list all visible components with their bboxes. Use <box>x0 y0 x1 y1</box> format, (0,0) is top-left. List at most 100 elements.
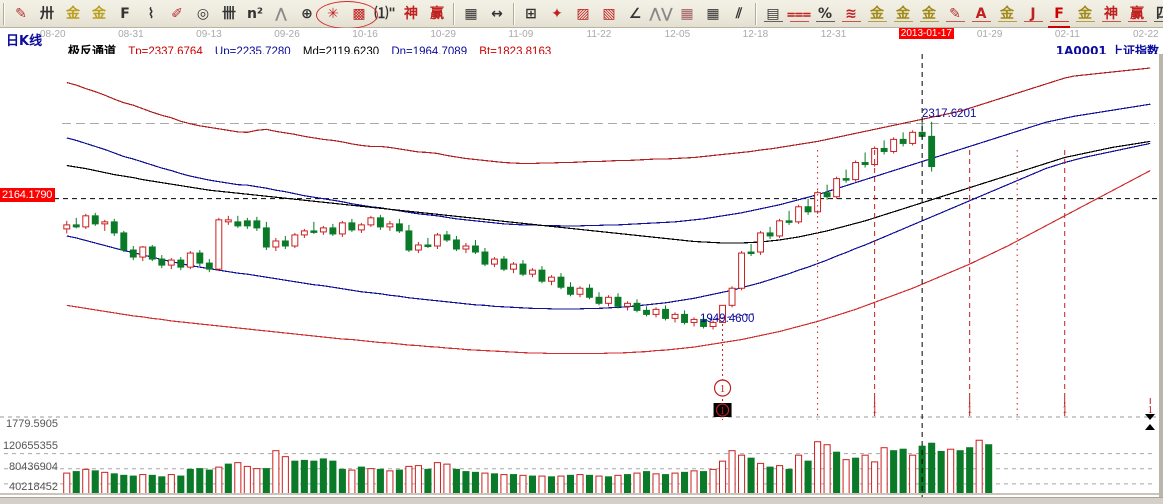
gold-fork2-icon[interactable]: 金 <box>86 2 112 26</box>
fan-red-icon[interactable]: ✦ <box>544 2 570 26</box>
box-shade-icon[interactable]: ▧ <box>596 2 622 26</box>
gold-line2-icon[interactable]: 金 <box>1072 2 1098 26</box>
circle-grid-icon[interactable]: ◎ <box>190 2 216 26</box>
price-chart-pane[interactable]: 1 1 1 1 1 1 <box>0 54 1163 432</box>
gold-line2-glyph: 金 <box>1078 5 1092 22</box>
ledger-icon[interactable]: ▤ <box>760 2 786 26</box>
main-toolbar: ✎ 卅金金 F ⌇ ✐ ◎ 卌 n² ⋀ ⊕ ✳ ▩ ⑴" 神赢 ▦ ↔ ⊞ ✦ ▨ ▧ ∠ ⋀⋁ ▦ ▦ ⫽ ▤ ⩶% ≋ 金金金 ✎ A… <box>0 0 1163 29</box>
svg-text:1: 1 <box>720 406 725 417</box>
icon-underline <box>1024 20 1043 22</box>
parallel-glyph: ⫽ <box>735 5 743 22</box>
date-label: 11-09 <box>508 29 534 40</box>
date-label: 12-18 <box>742 29 769 40</box>
shen-icon[interactable]: 神 <box>398 2 424 26</box>
width-arrow-icon[interactable]: ↔ <box>484 2 510 26</box>
fan-red-glyph: ✦ <box>551 5 563 22</box>
percent-cross-icon[interactable]: ⩶ <box>786 2 812 26</box>
n-square-icon[interactable]: n² <box>242 2 268 26</box>
svg-text:1: 1 <box>1062 404 1068 416</box>
red-fan-icon[interactable]: A <box>968 2 994 26</box>
icon-underline <box>816 20 835 22</box>
crosshair-target-icon[interactable]: ⊕ <box>294 2 320 26</box>
n-square-glyph: n² <box>246 5 264 22</box>
comb-lines-icon[interactable]: 卅 <box>34 2 60 26</box>
boxed-web-icon[interactable]: ▩ <box>346 2 372 26</box>
percent-lines-icon[interactable]: ≋ <box>838 2 864 26</box>
frame-icon[interactable]: ⊞ <box>518 2 544 26</box>
f-line-icon[interactable]: F <box>1046 2 1072 29</box>
y-axis-label-price-low: 1779.5905 <box>6 418 58 430</box>
gold-lines-glyph: 金 <box>922 5 936 22</box>
grid-red-icon[interactable]: ▦ <box>674 2 700 26</box>
circle-grid-glyph: ◎ <box>196 5 210 22</box>
low-price-annotation: 1949.4600 <box>700 313 755 325</box>
frame-glyph: ⊞ <box>525 5 537 22</box>
volume-chart-pane[interactable] <box>0 432 1163 498</box>
pencil-draw-icon[interactable]: ✎ <box>8 2 34 26</box>
gold-box-icon[interactable]: 金 <box>994 2 1020 26</box>
all-fan-glyph: ⋀ <box>275 5 287 22</box>
thin-fan-icon[interactable]: ∠ <box>622 2 648 26</box>
svg-text:1: 1 <box>872 404 878 416</box>
parallel-icon[interactable]: ⫽ <box>726 2 752 26</box>
gold-circle2-icon[interactable]: 金 <box>890 2 916 26</box>
slash-quote-icon[interactable]: ⑴" <box>372 2 398 26</box>
ying-glyph: 赢 <box>430 5 444 22</box>
date-label: 02-22 <box>1133 29 1159 40</box>
fib-f-glyph: F <box>120 5 130 22</box>
ruler-123-icon[interactable]: ▦ <box>458 2 484 26</box>
shen-glyph: 神 <box>404 5 418 22</box>
box-hatch-icon[interactable]: ▨ <box>570 2 596 26</box>
active-indicator <box>1048 25 1070 29</box>
date-label: 09-13 <box>196 29 222 40</box>
icon-underline <box>868 20 887 22</box>
date-label: 08-20 <box>40 29 66 40</box>
svg-text:1: 1 <box>1147 404 1153 416</box>
fib-f-icon[interactable]: F <box>112 2 138 26</box>
ying-icon[interactable]: 赢 <box>424 2 450 26</box>
toolbar-separator <box>513 2 515 25</box>
percent-sign-icon[interactable]: % <box>812 2 838 26</box>
pen-stack-icon[interactable]: ✎ <box>942 2 968 26</box>
thin-fan-glyph: ∠ <box>628 5 642 22</box>
date-label: 01-29 <box>976 29 1003 40</box>
date-label: 12-31 <box>820 29 847 40</box>
ying-line-glyph: 赢 <box>1130 5 1144 22</box>
icon-underline <box>920 20 939 22</box>
j-line-icon[interactable]: J <box>1020 2 1046 26</box>
vertical-scrollbar[interactable] <box>1159 54 1163 497</box>
pen-stack-glyph: ✎ <box>949 5 961 22</box>
gold-circle2-glyph: 金 <box>896 5 910 22</box>
kline-period-label: 日K线 <box>6 34 43 49</box>
si-line-icon[interactable]: 四 <box>1150 2 1163 26</box>
slash-quote-glyph: ⑴" <box>374 5 396 22</box>
gold-fork-icon[interactable]: 金 <box>60 2 86 26</box>
y-axis-label-vol-high: 120655355 <box>2 440 58 452</box>
gold-fork2-glyph: 金 <box>92 5 106 22</box>
date-label-cursor: 2013-01-17 <box>898 28 954 39</box>
zigzag-icon[interactable]: ⋀⋁ <box>648 2 674 26</box>
grid-axis-glyph: ▦ <box>706 5 720 22</box>
icon-underline <box>894 20 913 22</box>
shen-line-icon[interactable]: 神 <box>1098 2 1124 26</box>
toolbar-separator <box>453 2 455 25</box>
icon-underline <box>1128 20 1147 22</box>
ladder-icon[interactable]: 卌 <box>216 2 242 26</box>
marker-pen-icon[interactable]: ✐ <box>164 2 190 26</box>
gold-lines-icon[interactable]: 金 <box>916 2 942 26</box>
gold-circle-icon[interactable]: 金 <box>864 2 890 26</box>
ying-line-icon[interactable]: 赢 <box>1124 2 1150 26</box>
percent-lines-glyph: ≋ <box>845 5 857 22</box>
ladder-glyph: 卌 <box>222 5 236 22</box>
icon-underline <box>842 20 861 22</box>
high-price-annotation: 2317.6201 <box>922 108 977 120</box>
icon-underline <box>1102 20 1121 22</box>
grid-axis-icon[interactable]: ▦ <box>700 2 726 26</box>
box-hatch-glyph: ▨ <box>576 5 590 22</box>
curve-icon[interactable]: ⌇ <box>138 2 164 26</box>
si-line-glyph: 四 <box>1156 7 1163 21</box>
star-burst-icon[interactable]: ✳ <box>320 2 346 26</box>
comb-lines-glyph: 卅 <box>40 5 54 22</box>
marker-pen-glyph: ✐ <box>171 5 183 22</box>
all-fan-icon[interactable]: ⋀ <box>268 2 294 26</box>
